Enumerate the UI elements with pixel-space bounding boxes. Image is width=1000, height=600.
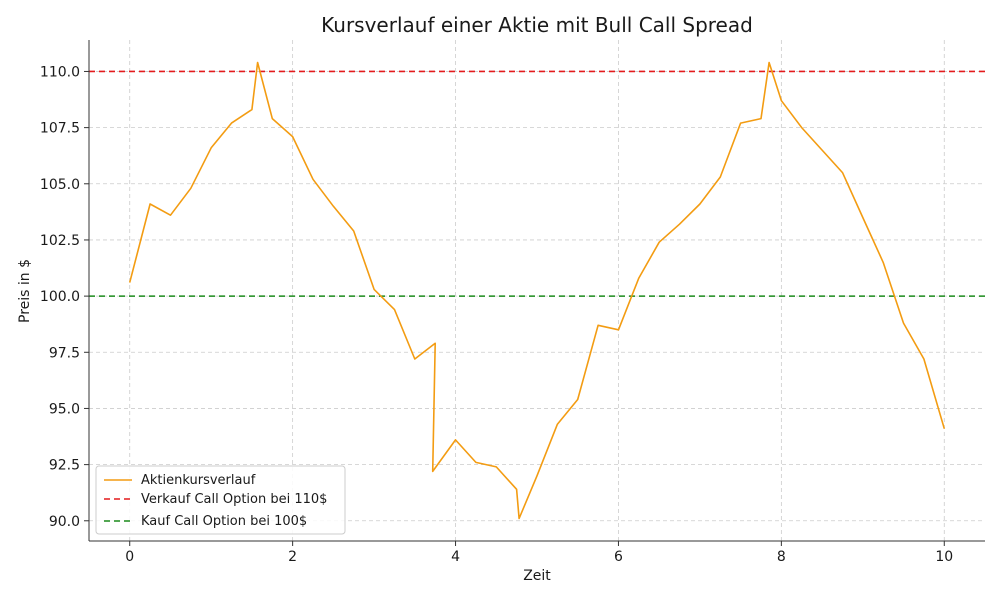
x-ticks: 0 2 4 6 8 10	[125, 541, 953, 565]
y-tick-label: 100.0	[40, 289, 80, 305]
y-tick-label: 107.5	[40, 121, 80, 137]
y-axis-label: Preis in $	[17, 259, 33, 323]
legend: Aktienkursverlauf Verkauf Call Option be…	[95, 465, 346, 535]
y-tick-label: 92.5	[49, 458, 80, 474]
y-tick-label: 97.5	[49, 345, 80, 361]
x-tick-label: 8	[777, 549, 786, 565]
axes	[88, 40, 985, 542]
x-tick-label: 10	[935, 549, 953, 565]
stock-price-line	[128, 61, 946, 520]
legend-label-buy-call: Kauf Call Option bei 100$	[141, 514, 307, 529]
y-tick-label: 90.0	[49, 514, 80, 530]
x-tick-label: 6	[614, 549, 623, 565]
legend-label-sell-call: Verkauf Call Option bei 110$	[141, 492, 327, 507]
legend-label-series: Aktienkursverlauf	[141, 473, 256, 488]
x-tick-label: 0	[125, 549, 134, 565]
y-ticks: 90.0 92.5 95.0 97.5 100.0 102.5 105.0 107.5 110.…	[40, 64, 89, 530]
y-tick-label: 105.0	[40, 177, 80, 193]
y-tick-label: 110.0	[40, 64, 80, 80]
y-tick-label: 95.0	[49, 401, 80, 417]
legend-box	[95, 465, 346, 535]
chart-title: Kursverlauf einer Aktie mit Bull Call Sp…	[321, 13, 753, 37]
x-tick-label: 4	[451, 549, 460, 565]
x-axis-label: Zeit	[523, 568, 551, 584]
y-tick-label: 102.5	[40, 233, 80, 249]
series-layer	[128, 61, 946, 520]
x-tick-label: 2	[288, 549, 297, 565]
grid	[89, 40, 985, 541]
